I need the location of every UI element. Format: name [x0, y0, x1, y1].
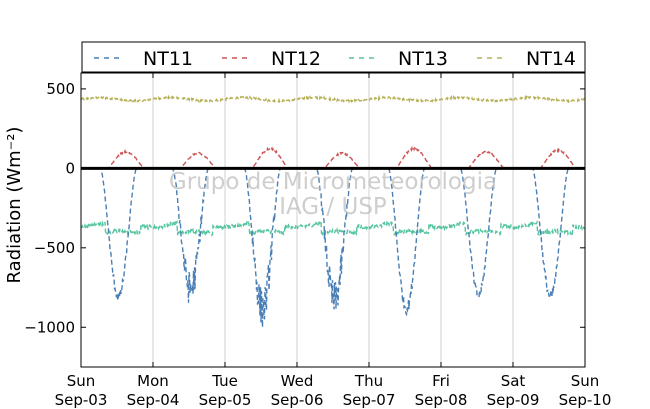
legend-label-nt13: NT13	[398, 48, 448, 70]
watermark-line-2: IAG / USP	[279, 194, 387, 220]
legend-label-nt14: NT14	[526, 48, 576, 70]
series-line-nt13	[80, 218, 585, 238]
plot-frame	[80, 72, 586, 368]
grid-lines	[152, 73, 514, 367]
y-tick-label: −500	[34, 239, 75, 257]
legend-label-nt12: NT12	[271, 48, 321, 70]
y-axis-label: Radiation (Wm⁻²)	[4, 127, 25, 284]
x-tick-label-day: Sun	[67, 372, 96, 390]
x-tick-label-date: Sep-06	[271, 391, 324, 409]
x-tick-label-day: Sat	[501, 372, 526, 390]
y-tick-label: −1000	[24, 318, 75, 336]
x-tick-label-day: Sun	[571, 372, 600, 390]
series-line-nt14	[80, 94, 585, 104]
x-tick-label-day: Tue	[211, 372, 238, 390]
series-line-nt12	[81, 145, 585, 170]
x-tick-label-day: Fri	[432, 372, 450, 390]
x-tick-label-date: Sep-03	[55, 391, 108, 409]
x-tick-label-day: Mon	[137, 372, 169, 390]
x-tick-label-day: Wed	[281, 372, 314, 390]
x-tick-label-date: Sep-07	[343, 391, 396, 409]
x-tick-label-day: Thu	[354, 372, 383, 390]
legend-label-nt11: NT11	[143, 48, 193, 70]
x-tick-label-date: Sep-05	[199, 391, 252, 409]
x-tick-label-date: Sep-09	[487, 391, 540, 409]
axes: 5000−500−1000SunSep-03MonSep-04TueSep-05…	[24, 73, 611, 409]
legend: NT11 NT12 NT13 NT14	[81, 41, 586, 73]
y-tick-label: 0	[65, 159, 75, 177]
watermark-line-1: Grupo de Micrometeorologia	[169, 169, 497, 195]
watermark: Grupo de Micrometeorologia IAG / USP	[169, 169, 497, 220]
y-tick-label: 500	[46, 80, 75, 98]
x-tick-label-date: Sep-04	[127, 391, 180, 409]
legend-box	[81, 41, 586, 73]
x-tick-label-date: Sep-08	[415, 391, 468, 409]
x-tick-label-date: Sep-10	[559, 391, 612, 409]
